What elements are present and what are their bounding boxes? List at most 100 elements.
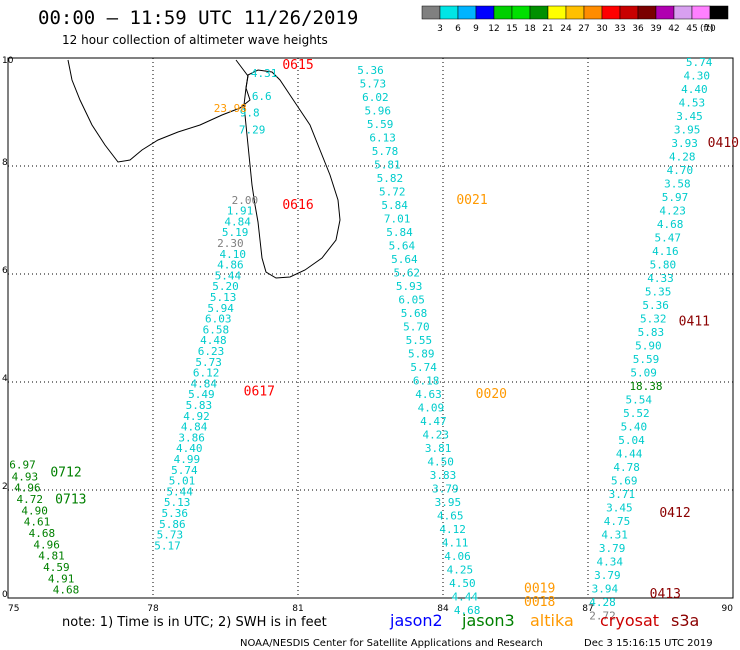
wave-height-label: 3.83 [430, 469, 457, 482]
wave-height-label: 4.44 [616, 448, 643, 461]
wave-height-label: 5.47 [655, 232, 682, 245]
wave-height-label: 4.06 [444, 550, 471, 563]
colorbar-label: 27 [578, 24, 589, 34]
wave-height-label: 3.79 [594, 569, 621, 582]
wave-height-label: 4.23 [423, 429, 450, 442]
y-tick-label: 8 [2, 158, 8, 168]
colorbar: 3 6 9 12 15 18 21 24 27 30 33 36 39 42 45 70 [421, 5, 729, 34]
colorbar-swatch [601, 5, 621, 20]
colorbar-swatch [655, 5, 675, 20]
y-tick-label: 2 [2, 482, 8, 492]
colorbar-label: 30 [596, 24, 608, 34]
pass-time-label: 0412 [659, 506, 690, 521]
wave-height-label: 3.79 [432, 483, 459, 496]
wave-height-label: 4.09 [418, 402, 445, 415]
colorbar-label: 24 [560, 24, 572, 34]
wave-height-label: 6.12 [193, 367, 220, 380]
generated-time: Dec 3 15:16:15 UTC 2019 [584, 638, 713, 649]
colorbar-label: 39 [650, 24, 662, 34]
wave-height-label: 4.72 [17, 493, 44, 506]
pass-time-label: 0411 [679, 314, 710, 329]
pass-time-label: 0712 [50, 466, 81, 481]
wave-height-label: 5.52 [623, 407, 650, 420]
satellite-legend: jason2 jason3 altika cryosat s3a [389, 611, 699, 630]
wave-height-label: 3.86 [178, 431, 205, 444]
wave-height-label: 4.68 [53, 584, 80, 597]
wave-height-label: 4.11 [442, 537, 469, 550]
axis-ticks: 75 78 81 84 87 90 0 2 4 6 8 10 [2, 56, 733, 614]
colorbar-label: 6 [455, 24, 461, 34]
colorbar-swatch [637, 5, 657, 20]
wave-height-label: 4.68 [454, 604, 481, 617]
wave-height-label: 4.25 [447, 564, 474, 577]
wave-height-label: 5.68 [401, 307, 428, 320]
y-tick-label: 10 [2, 56, 14, 66]
legend-item-jason2: jason2 [389, 611, 443, 630]
wave-height-label: 4.44 [452, 591, 479, 604]
wave-height-label: 6.13 [369, 132, 396, 145]
x-tick-label: 78 [147, 604, 159, 614]
wave-height-label: 5.36 [357, 64, 384, 77]
wave-height-label: 3.94 [592, 583, 619, 596]
wave-height-label: 4.10 [220, 248, 247, 261]
legend-item-s3a: s3a [671, 611, 699, 630]
wave-height-label: 5.81 [374, 159, 401, 172]
wave-height-label: 3.71 [609, 488, 636, 501]
colorbar-label: 70 [704, 24, 716, 34]
wave-height-label: 5.73 [360, 78, 387, 91]
wave-height-label: 3.81 [425, 442, 452, 455]
wave-height-label: 6.03 [205, 313, 232, 326]
wave-height-label: 4.78 [613, 461, 640, 474]
y-tick-label: 6 [2, 266, 8, 276]
wave-height-label: 4.92 [183, 410, 210, 423]
wave-height-label: 5.69 [611, 475, 638, 488]
x-tick-label: 84 [437, 604, 449, 614]
colorbar-swatch [439, 5, 459, 20]
wave-height-label: 5.96 [365, 105, 392, 118]
wave-height-label: 5.13 [164, 496, 191, 509]
wave-height-label: 5.97 [662, 191, 689, 204]
wave-height-label: 2.00 [232, 194, 259, 207]
x-tick-label: 81 [292, 604, 303, 614]
pass-time-label: 0021 [456, 193, 487, 208]
wave-height-label: 5.17 [154, 539, 181, 552]
wave-height-label: 3.95 [435, 496, 462, 509]
sri-lanka-coastline [243, 69, 341, 279]
wave-height-label: 5.74 [686, 56, 713, 69]
footnote: note: 1) Time is in UTC; 2) SWH is in fe… [62, 615, 327, 630]
colorbar-label: 15 [506, 24, 517, 34]
wave-height-label: 5.20 [212, 280, 239, 293]
wave-height-label: 3.58 [664, 178, 691, 191]
colorbar-swatch [673, 5, 693, 20]
wave-height-label: 23.98 [214, 102, 247, 115]
wave-height-label: 5.72 [379, 186, 406, 199]
colorbar-label: 9 [473, 24, 479, 34]
legend-item-altika: altika [530, 611, 574, 630]
pass-time-label: 0713 [55, 493, 86, 508]
x-tick-label: 90 [722, 604, 734, 614]
pass-time-label: 0413 [650, 587, 681, 602]
wave-height-label: 5.83 [638, 326, 665, 339]
colorbar-swatch [475, 5, 495, 20]
wave-height-label: 5.35 [645, 286, 672, 299]
pass-time-label: 0019 [524, 582, 555, 597]
colorbar-label: 36 [632, 24, 644, 34]
wave-height-label: 4.84 [224, 215, 251, 228]
wave-height-label: 4.70 [667, 164, 694, 177]
colorbar-label: 21 [542, 24, 553, 34]
pass-time-label: 0018 [524, 595, 555, 610]
colorbar-label: 33 [614, 24, 625, 34]
wave-height-label: 4.90 [21, 504, 48, 517]
wave-height-label: 6.97 [9, 458, 36, 471]
wave-height-label: 3.45 [676, 110, 703, 123]
wave-height-label: 4.48 [200, 334, 227, 347]
pass-time-label: 0020 [476, 387, 507, 402]
colorbar-swatch [529, 5, 549, 20]
wave-height-label: 4.68 [657, 218, 684, 231]
wave-height-label: 5.64 [389, 240, 416, 253]
wave-height-label: 2.72 [589, 610, 616, 623]
wave-height-label: 5.44 [166, 485, 193, 498]
wave-height-label: 5.59 [633, 353, 660, 366]
